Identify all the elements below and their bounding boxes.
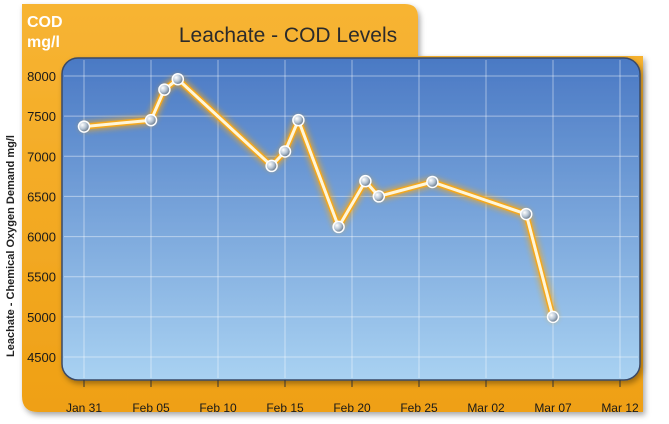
x-tick-label: Feb 05	[132, 401, 170, 415]
data-point	[292, 113, 305, 127]
y-axis-label: Leachate - Chemical Oxygen Demand mg/l	[5, 135, 17, 357]
y-tick-labels: 4500 5000 5500 6000 6500 7000 7500 8000	[27, 69, 56, 365]
data-markers	[77, 72, 560, 324]
y-tick-label: 6500	[27, 189, 56, 204]
x-tick-label: Mar 02	[467, 401, 505, 415]
x-tick-label: Feb 10	[199, 401, 237, 415]
y-tick-label: 4500	[27, 350, 56, 365]
x-tick-label: Jan 31	[66, 401, 102, 415]
data-point	[546, 310, 560, 324]
data-point	[144, 113, 158, 127]
data-point	[332, 220, 345, 234]
y-tick-label: 8000	[27, 69, 56, 84]
data-point	[372, 190, 386, 203]
x-tick-label: Feb 20	[333, 401, 371, 415]
unit-label-mgl: mg/l	[27, 34, 60, 51]
y-tick-label: 5000	[27, 310, 56, 325]
plot-area	[61, 57, 641, 381]
y-tick-label: 5500	[27, 270, 56, 285]
data-point	[158, 83, 171, 96]
grid	[64, 60, 638, 387]
data-point	[519, 207, 533, 221]
x-tick-label: Feb 15	[266, 401, 304, 415]
x-tick-labels: Jan 31 Feb 05 Feb 10 Feb 15 Feb 20 Feb 25 Mar …	[66, 401, 639, 415]
unit-label-cod: COD	[27, 14, 63, 31]
x-tick-label: Feb 25	[400, 401, 438, 415]
chart-title: Leachate - COD Levels	[179, 24, 397, 47]
y-tick-label: 7000	[27, 149, 56, 164]
data-point	[171, 72, 185, 86]
data-point	[265, 159, 278, 173]
x-tick-label: Mar 12	[601, 401, 639, 415]
x-tick-label: Mar 07	[534, 401, 572, 415]
data-point	[278, 145, 292, 158]
data-point	[426, 175, 439, 189]
data-point	[77, 120, 91, 133]
y-tick-label: 6000	[27, 230, 56, 245]
y-tick-label: 7500	[27, 109, 56, 124]
data-point	[359, 174, 372, 188]
